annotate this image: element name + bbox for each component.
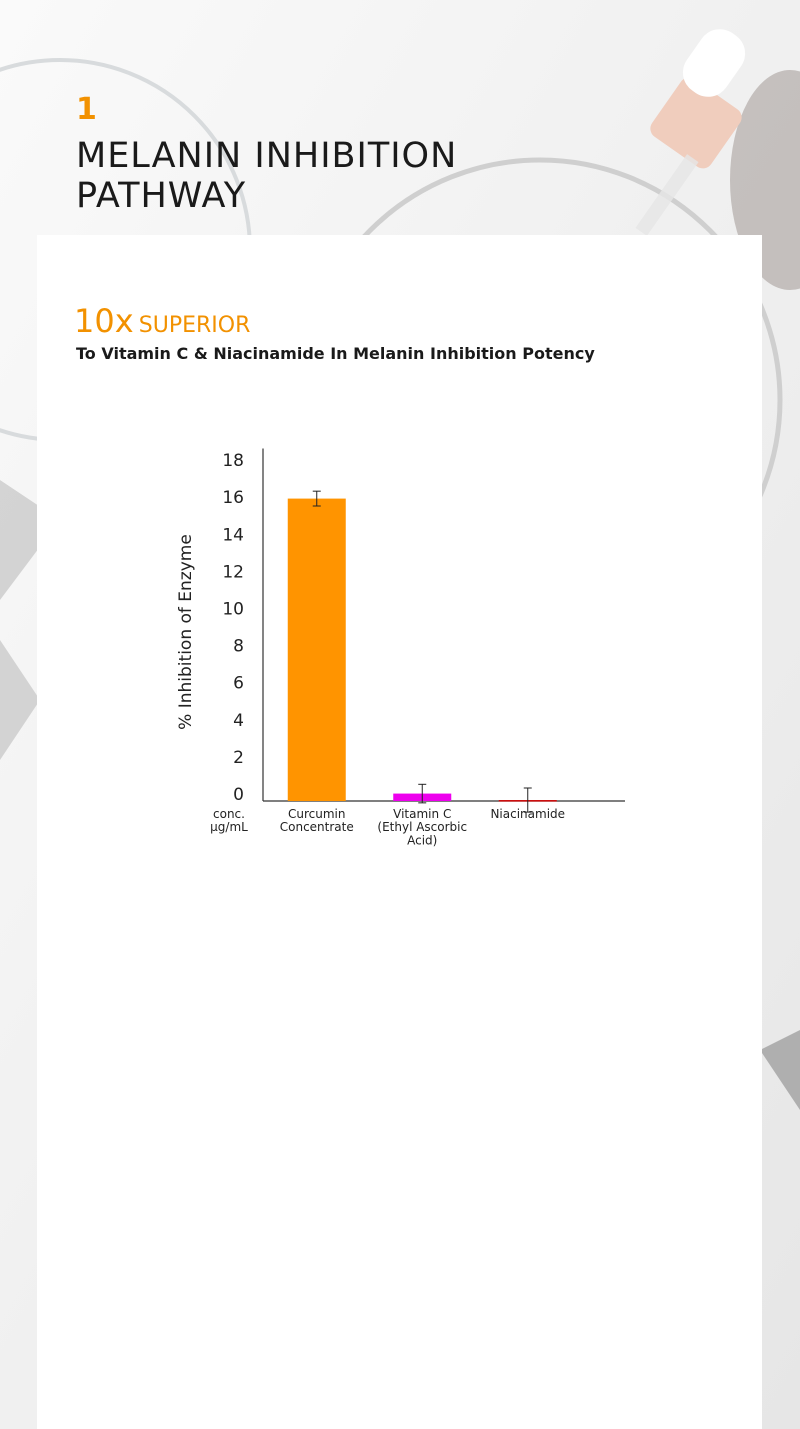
section-number: 1 <box>76 92 97 127</box>
y-tick-label: 0 <box>233 785 244 805</box>
subtitle: To Vitamin C & Niacinamide In Melanin In… <box>76 344 595 363</box>
y-tick-label: 12 <box>222 562 244 582</box>
headline: 10x SUPERIOR <box>74 302 250 340</box>
y-tick-label: 14 <box>222 525 244 545</box>
headline-text: SUPERIOR <box>138 313 251 338</box>
y-tick-label: 18 <box>222 451 244 471</box>
headline-emphasis: 10x <box>74 302 134 340</box>
y-tick-label: 10 <box>222 599 244 619</box>
y-tick-label: 6 <box>233 674 244 694</box>
y-tick-label: 16 <box>222 488 244 508</box>
x-tick-label: Vitamin C (Ethyl Ascorbic Acid) <box>377 807 467 847</box>
section-title: MELANIN INHIBITION PATHWAY <box>76 136 458 216</box>
y-tick-label: 8 <box>233 637 244 657</box>
y-tick-label: 2 <box>233 748 244 768</box>
x-tick-label: Niacinamide <box>490 807 565 821</box>
bar <box>287 498 346 801</box>
x-axis-label: conc. µg/mL <box>210 807 248 834</box>
y-tick-label: 4 <box>233 711 244 731</box>
x-tick-label: Curcumin Concentrate <box>280 807 354 834</box>
y-axis-label: % Inhibition of Enzyme <box>176 534 196 730</box>
